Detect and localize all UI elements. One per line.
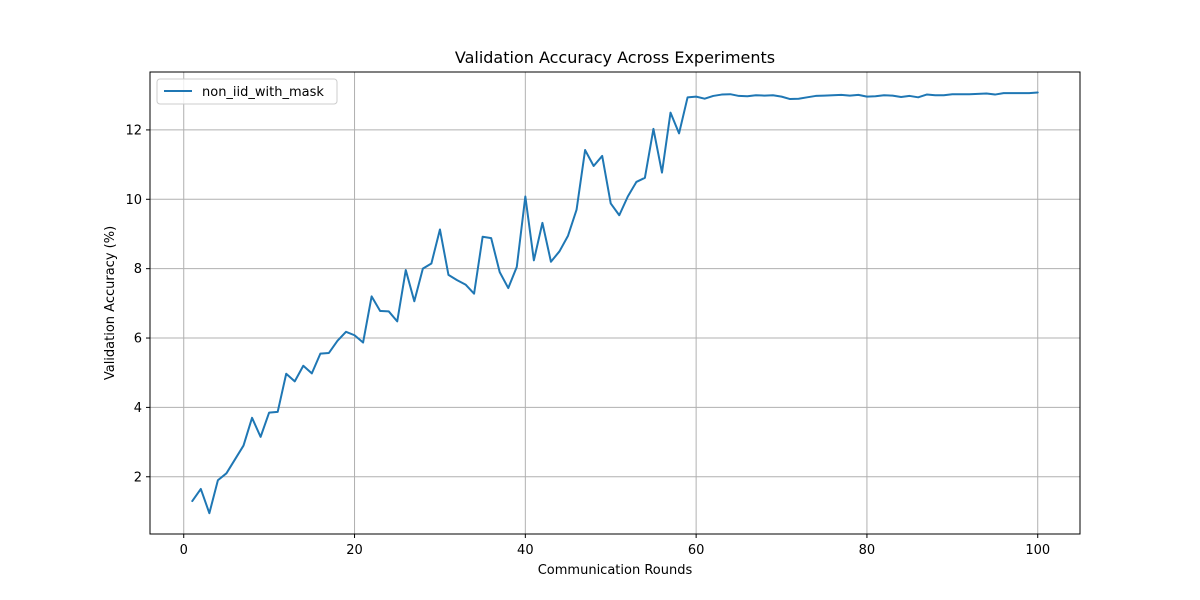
y-tick-label: 10 bbox=[125, 193, 142, 208]
y-tick-label: 12 bbox=[125, 123, 142, 138]
x-axis-label: Communication Rounds bbox=[538, 563, 693, 578]
x-axis: 0 20 40 60 80 100 bbox=[180, 534, 1050, 558]
legend-label: non_iid_with_mask bbox=[202, 85, 324, 100]
x-tick-label: 100 bbox=[1025, 543, 1050, 558]
x-tick-label: 20 bbox=[346, 543, 363, 558]
series-layer bbox=[191, 91, 1039, 515]
grid bbox=[150, 72, 1080, 534]
x-tick-label: 60 bbox=[688, 543, 705, 558]
x-tick-label: 0 bbox=[180, 543, 188, 558]
y-axis-label: Validation Accuracy (%) bbox=[103, 226, 118, 380]
y-tick-label: 6 bbox=[134, 332, 142, 347]
legend-box bbox=[156, 78, 338, 105]
chart-title: Validation Accuracy Across Experiments bbox=[455, 48, 775, 67]
series-line bbox=[191, 91, 1039, 515]
plot-frame bbox=[149, 71, 1081, 535]
x-tick-label: 40 bbox=[517, 543, 534, 558]
y-tick-label: 4 bbox=[134, 401, 142, 416]
legend: non_iid_with_mask bbox=[156, 78, 338, 105]
y-tick-label: 8 bbox=[134, 262, 142, 277]
y-axis: 2 4 6 8 10 12 bbox=[125, 123, 150, 485]
y-tick-label: 2 bbox=[134, 470, 142, 485]
x-tick-label: 80 bbox=[859, 543, 876, 558]
